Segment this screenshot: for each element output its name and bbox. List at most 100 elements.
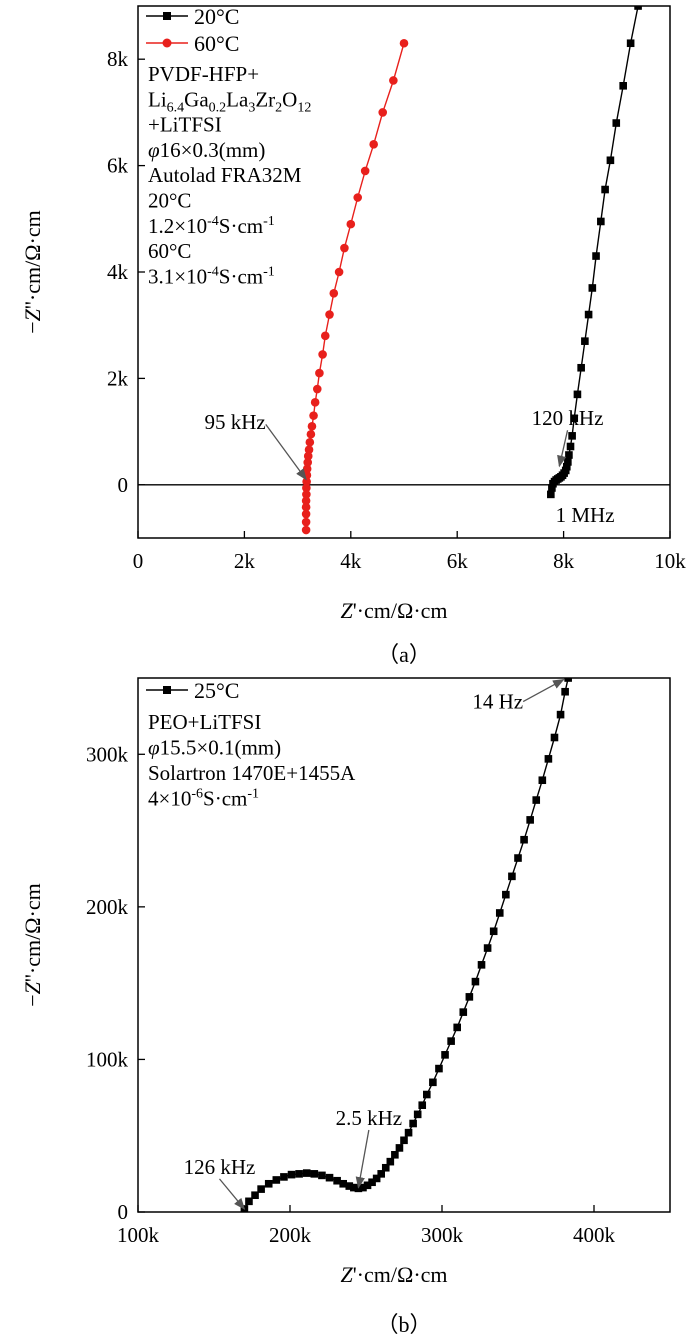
data-point	[307, 421, 317, 431]
data-point	[305, 437, 315, 447]
data-point	[489, 927, 498, 936]
data-point	[301, 502, 311, 512]
data-point	[303, 458, 313, 467]
y-tick-label: 0	[118, 473, 129, 497]
annotation-label: 120 kHz	[532, 406, 604, 430]
data-point	[312, 384, 322, 394]
data-point	[369, 140, 378, 149]
data-point	[570, 414, 579, 423]
info-line: 4×10-6​S·cm-1​	[148, 787, 259, 811]
legend-label: 60°C	[194, 31, 239, 56]
series-line	[305, 43, 405, 530]
data-point	[310, 1170, 319, 1178]
data-point	[459, 1008, 468, 1016]
annotation-label: 2.5 kHz	[336, 1106, 403, 1130]
data-point	[325, 1173, 334, 1182]
data-point	[562, 462, 571, 471]
x-tick-label: 100k	[117, 1223, 160, 1247]
data-point	[381, 1163, 390, 1172]
data-point	[287, 1170, 296, 1179]
data-point	[340, 243, 349, 253]
data-point	[302, 483, 311, 493]
data-point	[350, 1183, 358, 1192]
data-point	[303, 451, 313, 461]
data-point	[306, 429, 316, 439]
data-point	[360, 166, 370, 176]
data-point	[333, 1176, 341, 1185]
x-tick-label: 200k	[269, 1223, 312, 1247]
data-point	[573, 390, 582, 399]
data-point	[257, 1185, 265, 1193]
data-point	[429, 1078, 437, 1087]
data-point	[514, 854, 522, 862]
data-point	[565, 451, 573, 459]
info-line: 1.2×10-4​S·cm-1​	[148, 214, 275, 238]
data-point	[320, 331, 330, 341]
annotation-label: 95 kHz	[205, 410, 266, 434]
data-point	[363, 1181, 372, 1190]
data-point	[318, 350, 327, 359]
annotation-arrow	[355, 1129, 370, 1189]
data-point	[597, 217, 605, 226]
data-point	[310, 398, 320, 407]
x-tick-label: 8k	[553, 549, 575, 573]
data-point	[372, 1174, 381, 1183]
data-point	[564, 678, 572, 682]
x-tick-label: 4k	[340, 549, 362, 573]
data-point	[304, 445, 314, 454]
y-tick-label: 300k	[86, 742, 129, 766]
data-point	[391, 1150, 399, 1159]
y-axis-title: −Z''·cm/Ω·cm	[20, 883, 45, 1006]
data-point	[295, 1170, 303, 1178]
y-tick-label: 2k	[107, 366, 129, 390]
data-point	[588, 284, 597, 292]
data-point	[634, 6, 642, 10]
y-tick-label: 6k	[107, 154, 129, 178]
data-point	[502, 890, 510, 899]
data-point	[301, 509, 311, 519]
data-point	[423, 1090, 431, 1099]
data-point	[566, 442, 575, 451]
data-point	[495, 909, 504, 917]
legend-marker	[163, 686, 171, 694]
data-point	[418, 1101, 427, 1109]
data-point	[301, 496, 311, 506]
data-point	[309, 411, 318, 420]
data-point	[334, 267, 344, 277]
data-point	[612, 119, 621, 127]
impedance-chart-a: 0 2k 4k 6k 8k 10k 0 2k 4k 6k 8k Z'·cm/Ω·cm −Z''·cm/Ω…	[20, 4, 686, 667]
data-point	[520, 835, 528, 844]
data-point	[325, 310, 334, 319]
data-point	[389, 76, 398, 85]
y-tick-label: 8k	[107, 47, 129, 71]
data-point	[471, 977, 480, 986]
data-point	[302, 1169, 311, 1177]
panel-caption: （a）	[377, 642, 431, 667]
y-tick-label: 100k	[86, 1047, 129, 1071]
data-point	[577, 363, 585, 372]
data-point	[601, 185, 609, 194]
annotation-arrow	[265, 423, 307, 481]
data-point	[399, 38, 409, 48]
data-point	[378, 108, 388, 117]
info-line: Li6.4​Ga0.2​La3​Zr2​O12​	[148, 87, 311, 115]
data-point	[606, 156, 615, 165]
data-point	[413, 1110, 422, 1119]
data-point	[447, 1037, 455, 1045]
x-tick-label: 400k	[573, 1223, 616, 1247]
data-point	[280, 1173, 288, 1181]
x-tick-label: 300k	[421, 1223, 464, 1247]
data-point	[339, 1179, 347, 1188]
info-line: 20°C	[148, 189, 191, 213]
data-point	[302, 490, 311, 499]
data-point	[353, 193, 363, 202]
annotation-label: 14 Hz	[472, 690, 523, 714]
data-point	[568, 432, 576, 440]
data-point	[301, 517, 311, 527]
data-point	[386, 1157, 395, 1166]
x-tick-label: 6k	[447, 549, 469, 573]
data-point	[315, 368, 324, 378]
plot-frame	[137, 677, 671, 1213]
annotation-arrow	[522, 678, 565, 703]
data-point	[345, 1182, 354, 1190]
